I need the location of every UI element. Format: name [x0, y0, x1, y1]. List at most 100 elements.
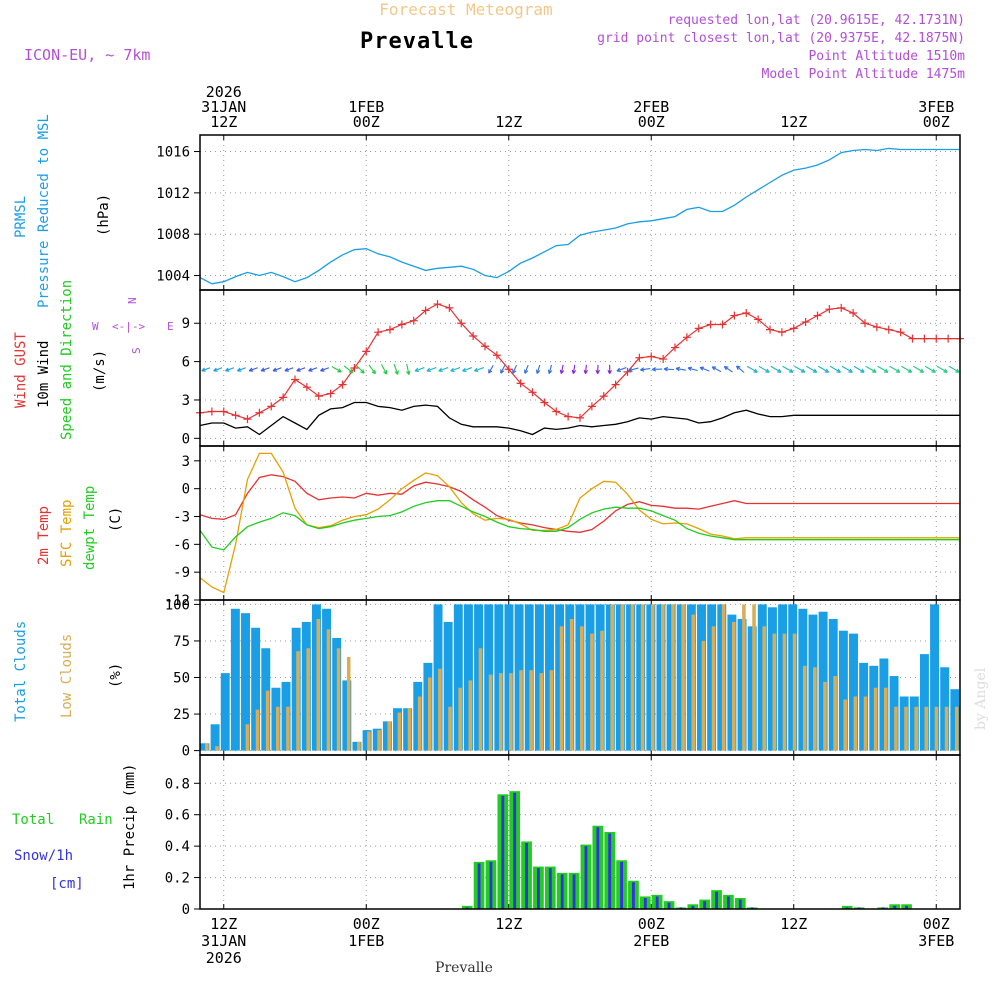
top-time-label: 12Z	[780, 113, 807, 131]
low-cloud-bar	[701, 640, 706, 751]
dewpt-line	[199, 500, 960, 551]
wind-direction-arrow	[248, 367, 258, 372]
gust-marker	[599, 392, 608, 401]
precip-frame	[199, 754, 961, 910]
wind-direction-arrow	[782, 365, 794, 373]
total-cloud-bar	[899, 696, 909, 751]
total-cloud-bar	[656, 604, 666, 751]
wind-direction-arrow	[607, 364, 612, 375]
low-cloud-bar	[417, 696, 422, 751]
wind-direction-arrow	[675, 366, 686, 372]
gust-marker	[659, 355, 668, 364]
panel-precip: 0 0.2 0.4 0.6 0.8	[165, 754, 961, 918]
wind-ytick-label: 0	[182, 431, 190, 447]
wind-direction-arrow	[488, 365, 494, 374]
low-cloud-bar	[549, 670, 554, 751]
gust-marker	[706, 320, 715, 329]
gust-marker	[682, 333, 691, 342]
total-cloud-bar	[322, 608, 332, 751]
total-cloud-bar	[220, 673, 230, 751]
chart-title: Forecast Meteogram	[379, 0, 552, 19]
wind-direction-arrow	[296, 367, 306, 372]
low-cloud-bar	[276, 706, 280, 751]
wind-direction-arrow	[272, 367, 282, 372]
snow-bar	[572, 874, 576, 909]
total-cloud-bar	[808, 614, 818, 751]
temperature-ytick-label: -3	[173, 510, 190, 526]
low-cloud-bar	[488, 674, 493, 751]
top-time-label: 00Z	[638, 113, 665, 131]
low-cloud-bar	[306, 648, 310, 751]
point-altitude: Point Altitude 1510m	[808, 49, 965, 64]
total-cloud-bar	[443, 621, 453, 751]
label-low-clouds: Low Clouds	[59, 634, 75, 718]
wind-direction-arrow	[368, 364, 376, 375]
gust-marker	[409, 316, 418, 325]
model-label: ICON-EU, ~ 7km	[24, 46, 150, 64]
total-cloud-bar	[778, 604, 788, 751]
wind-direction-arrow	[853, 365, 865, 373]
compass-s: S	[130, 347, 143, 354]
low-cloud-bar	[377, 730, 381, 751]
total-cloud-bar	[727, 614, 737, 751]
low-cloud-bar	[630, 604, 635, 751]
wind-direction-arrow	[901, 365, 913, 373]
low-cloud-bar	[468, 680, 473, 751]
wind-direction-arrow	[583, 364, 589, 375]
low-cloud-bar	[620, 604, 625, 751]
gridpoint-coords: grid point closest lon,lat (20.9375E, 42…	[597, 31, 965, 46]
gust-marker	[718, 320, 727, 329]
low-cloud-bar	[823, 681, 827, 751]
low-cloud-bar	[265, 690, 270, 751]
total-cloud-bar	[686, 604, 696, 751]
gust-marker	[671, 343, 679, 352]
top-time-label: 3FEB	[918, 98, 954, 116]
gust-marker	[801, 317, 810, 326]
low-cloud-bar	[640, 604, 645, 751]
temp2m-line	[199, 474, 960, 533]
wind-direction-arrow	[559, 364, 565, 375]
total-cloud-bar	[575, 604, 585, 751]
low-cloud-bar	[934, 706, 939, 751]
total-cloud-bar	[524, 604, 534, 751]
clouds-ytick-label: 50	[173, 671, 190, 687]
temperature-ytick-label: -12	[165, 593, 190, 609]
low-cloud-bar	[853, 696, 858, 751]
total-cloud-bar	[615, 604, 625, 751]
gust-marker	[540, 398, 549, 407]
wind-direction-arrow	[723, 365, 733, 373]
total-cloud-bar	[818, 611, 828, 751]
temperature-ytick-label: 0	[182, 482, 190, 498]
low-cloud-bar	[782, 633, 787, 751]
prmsl-line	[199, 147, 960, 285]
total-cloud-bar	[646, 604, 656, 751]
low-cloud-bar	[448, 706, 452, 751]
label-dewpt-temp: dewpt Temp	[82, 486, 98, 570]
low-cloud-bar	[671, 604, 675, 751]
low-cloud-bar	[478, 648, 483, 751]
snow-bar	[881, 907, 885, 909]
total-cloud-bar	[757, 604, 767, 751]
low-cloud-bar	[316, 619, 321, 751]
low-cloud-bar	[458, 687, 462, 751]
total-cloud-bar	[636, 604, 646, 751]
wind-direction-arrow	[201, 367, 211, 372]
top-time-label: 31JAN	[201, 98, 246, 116]
snow-bar	[477, 863, 481, 909]
low-cloud-bar	[255, 709, 260, 751]
temperature-ytick-label: -6	[173, 537, 190, 553]
legend-snow: Snow/1h	[14, 848, 73, 864]
low-cloud-bar	[894, 706, 898, 751]
low-cloud-bar	[407, 708, 412, 751]
low-cloud-bar	[296, 651, 300, 751]
wind-direction-arrow	[462, 367, 473, 372]
gust-marker	[694, 324, 703, 333]
compass-e: E	[167, 320, 174, 333]
total-cloud-bar	[474, 604, 484, 751]
label-ms: (m/s)	[92, 350, 108, 392]
compass-w: W	[92, 320, 99, 333]
low-cloud-bar	[215, 746, 219, 751]
low-cloud-bar	[863, 696, 868, 751]
total-cloud-bar	[362, 730, 372, 751]
gust-marker	[397, 320, 406, 329]
